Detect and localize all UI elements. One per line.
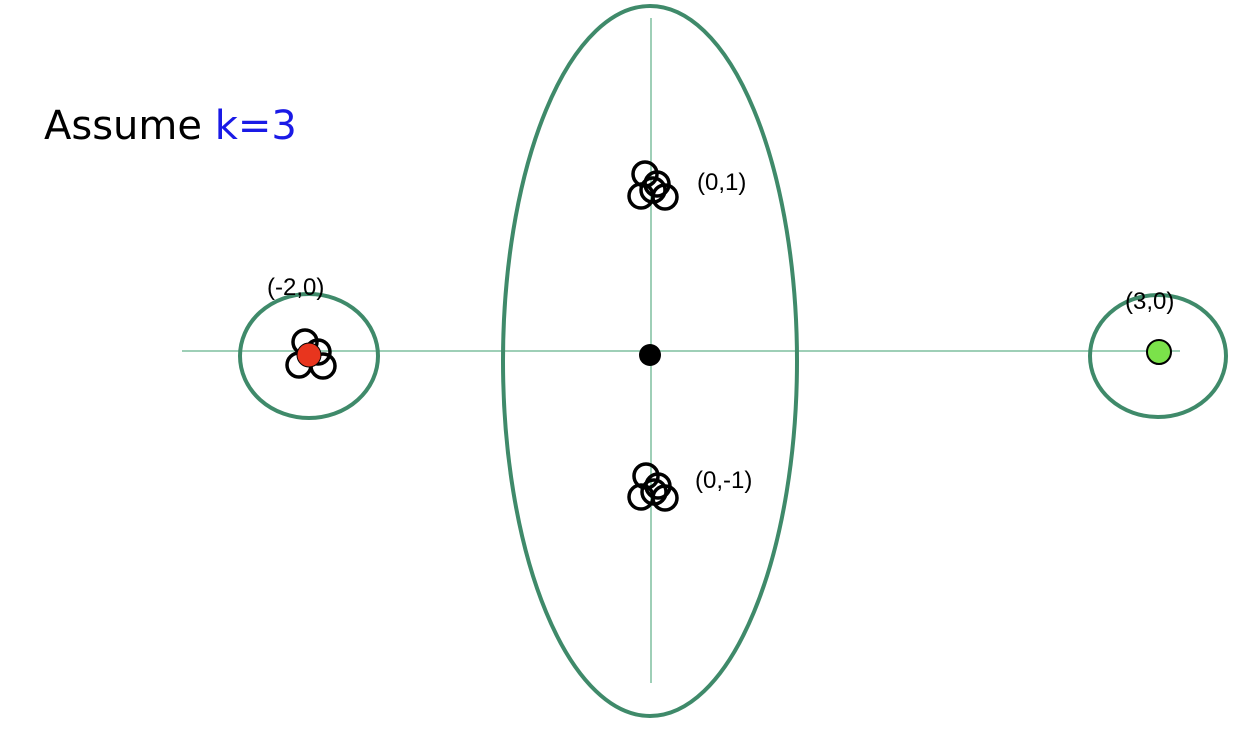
- cluster-ellipse-right: [1088, 293, 1228, 419]
- point-group-bottom: [627, 462, 679, 512]
- cluster-ellipse-center: [501, 4, 799, 718]
- data-point: [651, 484, 679, 512]
- data-point: [651, 183, 679, 211]
- red-centroid: [296, 342, 322, 368]
- point-label-right: (3,0): [1125, 288, 1174, 315]
- green-centroid: [1146, 339, 1172, 365]
- cluster-ellipse-left: [238, 292, 380, 420]
- assume-label: Assume k=3: [44, 103, 297, 149]
- point-group-top: [627, 160, 679, 211]
- point-label-left: (-2,0): [267, 274, 324, 301]
- point-label-top: (0,1): [697, 169, 746, 196]
- center-centroid: [639, 344, 661, 366]
- point-label-bottom: (0,-1): [695, 467, 752, 494]
